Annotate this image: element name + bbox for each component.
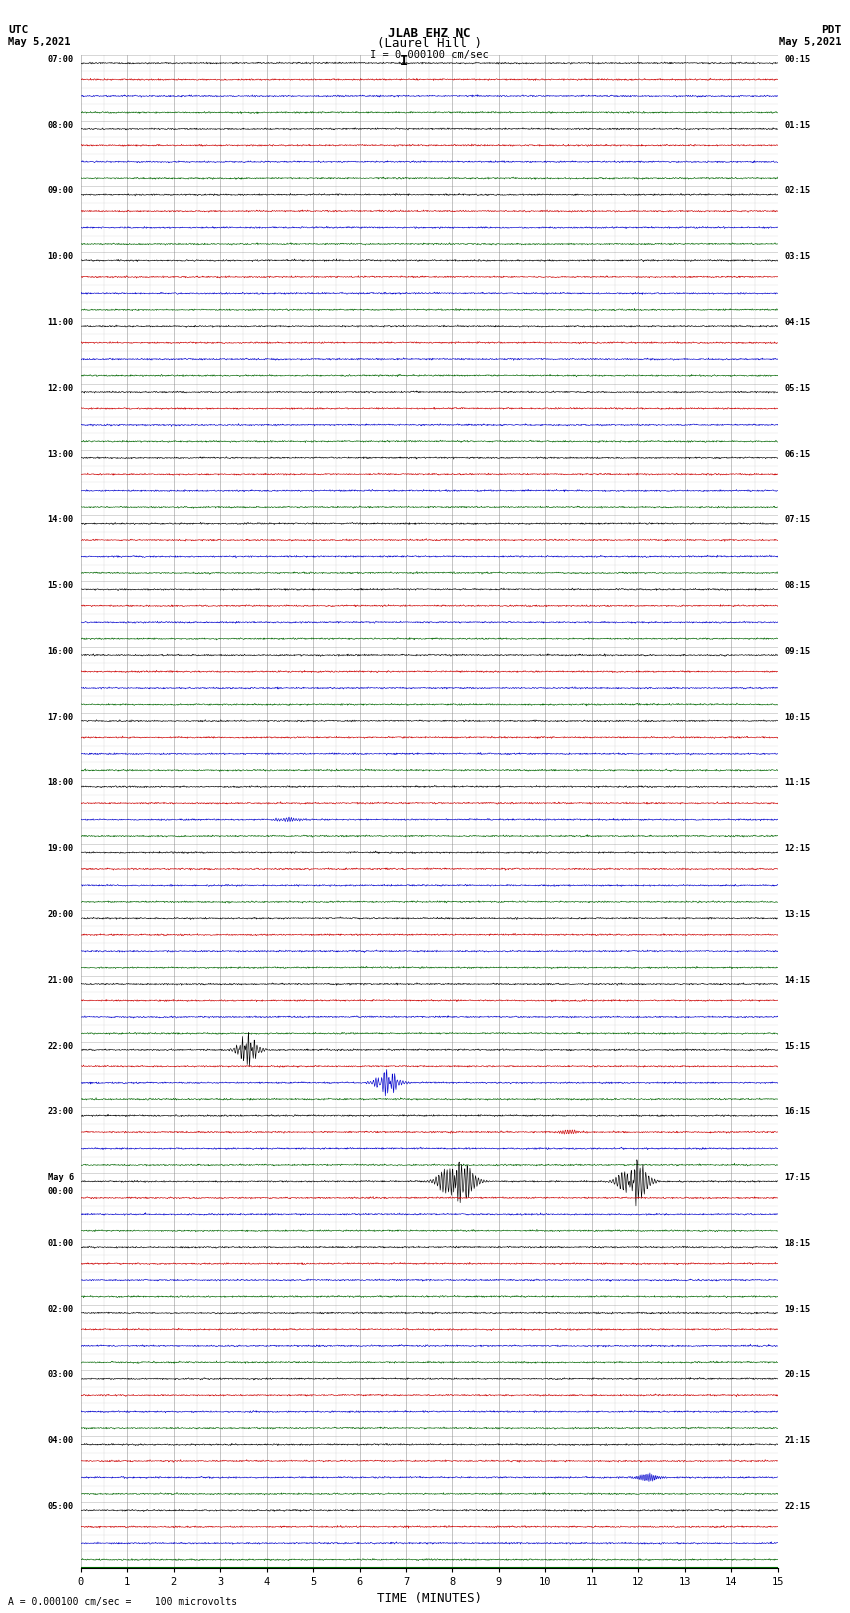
Text: 02:00: 02:00 [48, 1305, 74, 1313]
Text: 00:15: 00:15 [785, 55, 811, 65]
Text: JLAB EHZ NC: JLAB EHZ NC [388, 27, 471, 40]
Text: 14:15: 14:15 [785, 976, 811, 986]
Text: PDT: PDT [821, 26, 842, 35]
Text: 16:00: 16:00 [48, 647, 74, 656]
Text: 18:15: 18:15 [785, 1239, 811, 1248]
Text: 22:00: 22:00 [48, 1042, 74, 1050]
Text: 19:15: 19:15 [785, 1305, 811, 1313]
Text: 05:00: 05:00 [48, 1502, 74, 1511]
Text: 22:15: 22:15 [785, 1502, 811, 1511]
Text: 13:15: 13:15 [785, 910, 811, 919]
Text: 07:00: 07:00 [48, 55, 74, 65]
Text: 06:15: 06:15 [785, 450, 811, 458]
Text: 19:00: 19:00 [48, 844, 74, 853]
Text: 21:00: 21:00 [48, 976, 74, 986]
Text: 09:00: 09:00 [48, 187, 74, 195]
Text: (Laurel Hill ): (Laurel Hill ) [377, 37, 482, 50]
Text: 17:15: 17:15 [785, 1173, 811, 1182]
Text: UTC: UTC [8, 26, 29, 35]
Text: 17:00: 17:00 [48, 713, 74, 721]
Text: 15:00: 15:00 [48, 581, 74, 590]
Text: May 5,2021: May 5,2021 [779, 37, 842, 47]
Text: I = 0.000100 cm/sec: I = 0.000100 cm/sec [370, 50, 489, 60]
Text: 07:15: 07:15 [785, 515, 811, 524]
Text: 08:15: 08:15 [785, 581, 811, 590]
Text: 03:15: 03:15 [785, 252, 811, 261]
Text: 13:00: 13:00 [48, 450, 74, 458]
Text: 11:00: 11:00 [48, 318, 74, 327]
Text: 10:15: 10:15 [785, 713, 811, 721]
Text: 11:15: 11:15 [785, 779, 811, 787]
Text: A = 0.000100 cm/sec =    100 microvolts: A = 0.000100 cm/sec = 100 microvolts [8, 1597, 238, 1607]
Text: 23:00: 23:00 [48, 1108, 74, 1116]
Text: 18:00: 18:00 [48, 779, 74, 787]
Text: 00:00: 00:00 [48, 1187, 74, 1197]
Text: 01:00: 01:00 [48, 1239, 74, 1248]
Text: 12:00: 12:00 [48, 384, 74, 392]
Text: I: I [400, 53, 408, 68]
Text: 20:00: 20:00 [48, 910, 74, 919]
Text: May 5,2021: May 5,2021 [8, 37, 71, 47]
Text: 08:00: 08:00 [48, 121, 74, 129]
Text: 14:00: 14:00 [48, 515, 74, 524]
Text: 12:15: 12:15 [785, 844, 811, 853]
Text: 04:00: 04:00 [48, 1436, 74, 1445]
Text: 10:00: 10:00 [48, 252, 74, 261]
Text: 01:15: 01:15 [785, 121, 811, 129]
Text: 16:15: 16:15 [785, 1108, 811, 1116]
Text: 15:15: 15:15 [785, 1042, 811, 1050]
Text: 21:15: 21:15 [785, 1436, 811, 1445]
Text: 02:15: 02:15 [785, 187, 811, 195]
Text: 04:15: 04:15 [785, 318, 811, 327]
Text: 20:15: 20:15 [785, 1371, 811, 1379]
Text: May 6: May 6 [48, 1173, 74, 1182]
Text: 09:15: 09:15 [785, 647, 811, 656]
Text: 03:00: 03:00 [48, 1371, 74, 1379]
Text: 05:15: 05:15 [785, 384, 811, 392]
X-axis label: TIME (MINUTES): TIME (MINUTES) [377, 1592, 482, 1605]
